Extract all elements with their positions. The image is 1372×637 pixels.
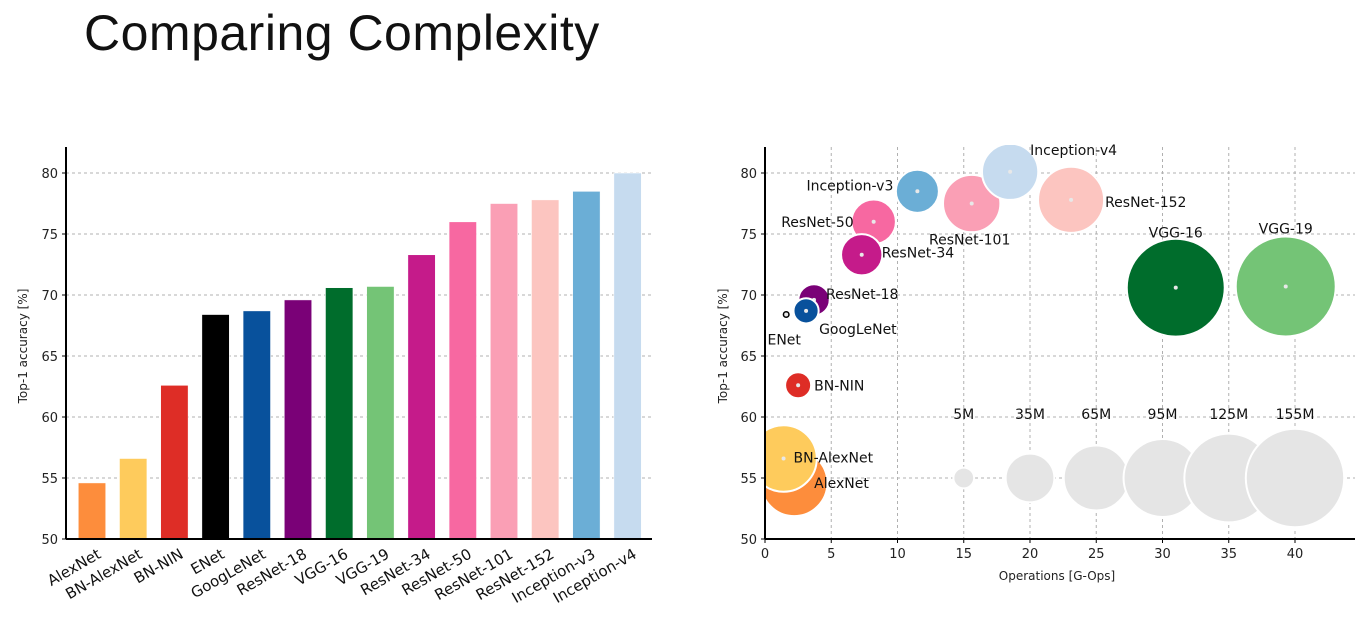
bar-bn-nin: [160, 384, 189, 540]
x-tick-label: 25: [1088, 547, 1105, 562]
y-tick-label: 70: [740, 289, 757, 304]
bar-googlenet: [242, 310, 271, 540]
x-tick-label: 15: [955, 547, 972, 562]
bar-chart-axes: [65, 147, 652, 540]
bubble-center-dot: [969, 201, 974, 206]
y-tick-label: 50: [41, 533, 58, 548]
bubble-center-dot: [1283, 284, 1288, 289]
size-legend-label: 5M: [953, 407, 974, 423]
bar-resnet-18: [283, 299, 313, 540]
slide-title: Comparing Complexity: [84, 5, 600, 61]
bar-inception-v3: [572, 191, 601, 540]
point-label: AlexNet: [814, 476, 869, 492]
x-tick-label: 20: [1022, 547, 1039, 562]
bubble-center-dot: [781, 456, 786, 461]
point-label: ResNet-34: [882, 246, 955, 262]
y-tick-label: 70: [41, 289, 58, 304]
point-label: Inception-v3: [806, 178, 893, 194]
scatter-chart-point-labels: 5M 35M 65M 95M 125M 155M AlexNet BN-AlexNet BN-N…: [767, 143, 1314, 492]
x-tick-label: 40: [1287, 547, 1304, 562]
bar-resnet-50: [448, 221, 477, 540]
size-legend-label: 35M: [1015, 407, 1045, 423]
y-tick-label: 50: [740, 533, 757, 548]
point-label: BN-NIN: [814, 378, 864, 394]
scatter-chart-points: [765, 145, 1337, 518]
x-tick-label: 35: [1220, 547, 1237, 562]
size-legend-bubble: [1062, 444, 1130, 512]
bubble-center-dot: [871, 219, 876, 224]
point-label: ResNet-50: [781, 215, 853, 231]
y-tick-label: 55: [41, 472, 58, 487]
point-label: BN-AlexNet: [794, 450, 874, 466]
scatter-chart-x-axis-label: Operations [G-Ops]: [999, 569, 1115, 583]
y-tick-label: 60: [41, 411, 58, 426]
x-tick-label: 30: [1154, 547, 1171, 562]
x-tick-label: 5: [827, 547, 835, 562]
bubble-center-dot: [1008, 169, 1013, 174]
y-tick-label: 55: [740, 472, 757, 487]
scatter-chart-axes: [764, 147, 1355, 540]
y-tick-label: 75: [41, 228, 58, 243]
bar-vgg-19: [366, 286, 395, 540]
bar-chart-y-axis-label: Top-1 accuracy [%]: [16, 289, 30, 405]
size-legend-label: 95M: [1148, 407, 1178, 423]
bar-resnet-101: [489, 203, 519, 540]
x-tick-label: 10: [889, 547, 906, 562]
y-tick-label: 60: [740, 411, 757, 426]
bar-vgg-16: [325, 287, 354, 540]
y-tick-label: 75: [740, 228, 757, 243]
x-tick-label: 0: [761, 547, 769, 562]
bar-chart-y-ticks: 50 55 60 65 70 75 80: [41, 167, 66, 548]
point-label: ResNet-152: [1105, 195, 1186, 211]
size-legend-label: 155M: [1276, 407, 1315, 423]
point-label: Inception-v4: [1030, 143, 1117, 159]
size-legend-bubble: [952, 466, 976, 490]
size-legend-label: 125M: [1209, 407, 1248, 423]
bubble-center-dot: [859, 252, 864, 257]
y-tick-label: 80: [41, 167, 58, 182]
scatter-chart-y-ticks: 50 55 60 65 70 75 80: [740, 167, 765, 548]
point-label: GoogLeNet: [819, 322, 897, 338]
scatter-chart-x-ticks: 0 5 10 15 20 25 30 35 40: [761, 539, 1303, 562]
point-label: VGG-19: [1259, 221, 1313, 237]
bar-chart-bars: [77, 172, 642, 540]
size-legend-bubble: [1244, 427, 1346, 529]
bubble-center-dot: [796, 383, 801, 388]
point-label: VGG-16: [1149, 226, 1203, 242]
y-tick-label: 65: [740, 350, 757, 365]
size-legend-bubble: [1004, 452, 1056, 504]
y-tick-label: 80: [740, 167, 757, 182]
bubble-bn-alexnet: [765, 424, 818, 493]
bubble-center-dot: [784, 312, 789, 317]
y-tick-label: 65: [41, 350, 58, 365]
bar-resnet-34: [407, 254, 436, 540]
bar-bn-alexnet: [119, 458, 148, 540]
bar-resnet-152: [531, 199, 560, 540]
bar-enet: [201, 314, 230, 540]
bubble-center-dot: [1069, 197, 1074, 202]
bubble-center-dot: [915, 189, 920, 194]
point-label: ResNet-18: [826, 287, 898, 303]
point-label: ResNet-101: [929, 233, 1010, 249]
point-label: ENet: [767, 333, 801, 349]
bar-inception-v4: [613, 172, 642, 540]
scatter-chart-size-legend: [952, 427, 1346, 529]
scatter-chart-y-axis-label: Top-1 accuracy [%]: [716, 289, 730, 405]
size-legend-label: 65M: [1081, 407, 1111, 423]
bubble-center-dot: [804, 308, 809, 313]
bubble-center-dot: [1173, 285, 1178, 290]
